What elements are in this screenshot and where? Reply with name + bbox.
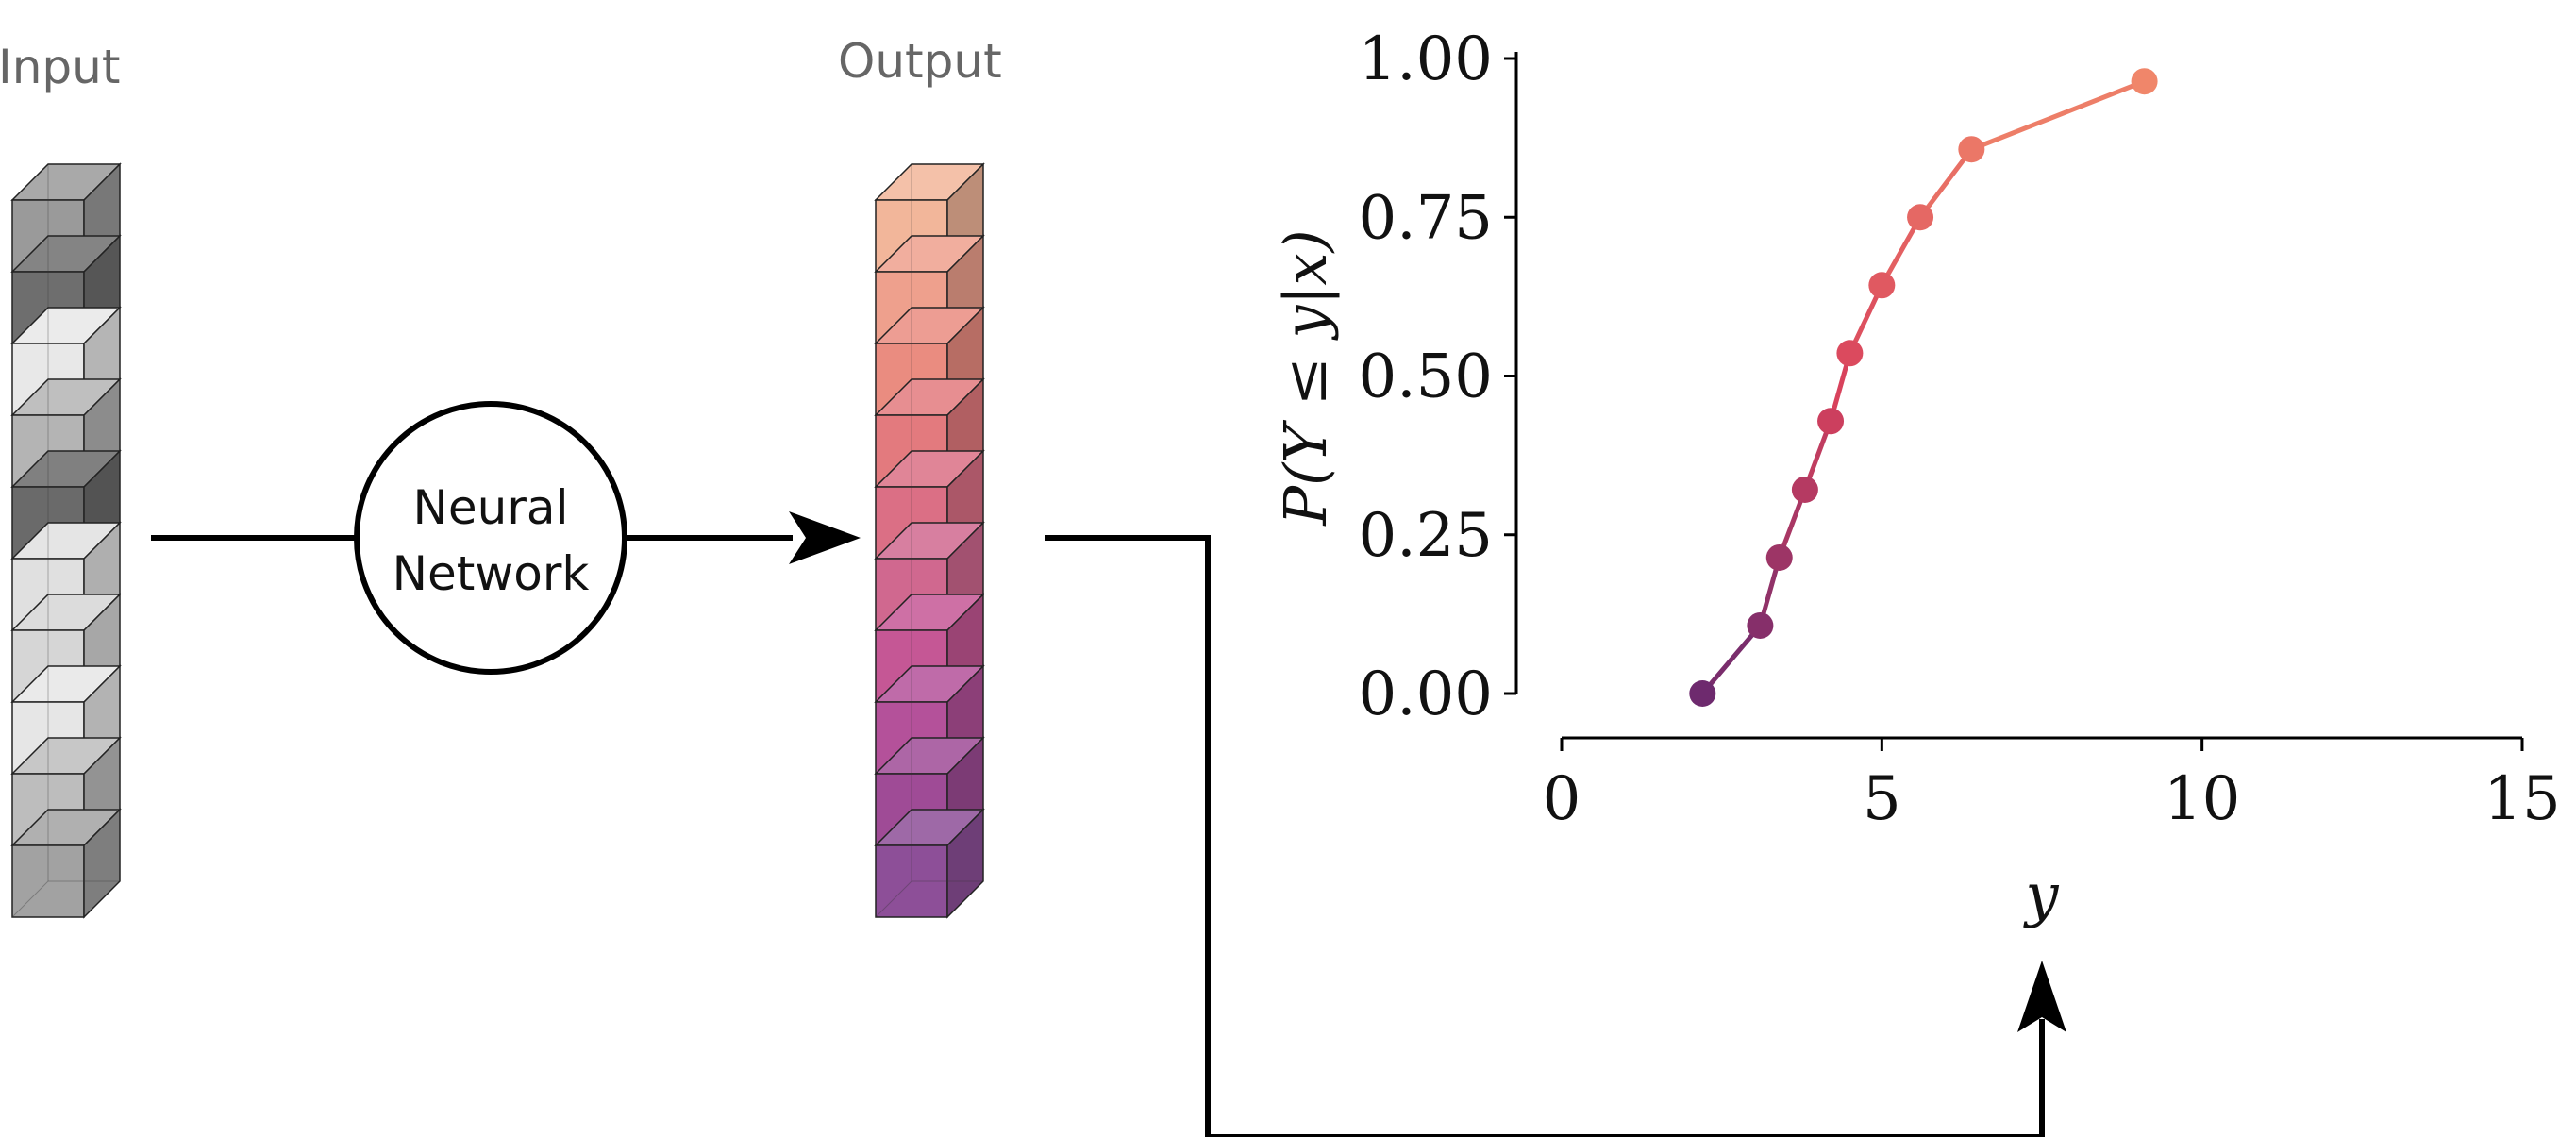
x-axis-label: y <box>2022 861 2059 929</box>
cdf-data-point <box>1765 543 1793 571</box>
neural-network-node <box>354 401 627 675</box>
y-tick-label: 0.75 <box>1359 183 1494 253</box>
y-tick-label: 0.00 <box>1359 660 1494 729</box>
cdf-line-segment <box>1699 623 1763 696</box>
y-tick-label: 0.25 <box>1359 501 1494 571</box>
cdf-series <box>1689 68 2158 707</box>
cdf-data-point <box>1868 272 1896 299</box>
cdf-line-segment <box>1917 146 1974 220</box>
cdf-data-point <box>1836 340 1864 367</box>
y-axis-label: P(Y ≤ y|x) <box>1271 229 1340 526</box>
x-tick-label: 15 <box>2484 764 2560 834</box>
y-tick-label: 0.50 <box>1359 343 1494 412</box>
connector-arrowhead <box>2017 961 2066 1032</box>
cdf-data-point <box>2131 68 2158 95</box>
x-tick-label: 10 <box>2164 764 2240 834</box>
cdf-data-point <box>1817 408 1845 435</box>
y-tick-label: 1.00 <box>1359 25 1494 94</box>
neural-network-label-line1: Neural <box>413 480 569 535</box>
output-vector-stack <box>874 162 985 919</box>
network-to-output-arrowhead <box>789 511 861 564</box>
cdf-data-point <box>1791 476 1818 503</box>
y-axis-ticks: 0.00 0.25 0.50 0.75 1.00 <box>1359 25 1516 729</box>
input-label: Input <box>0 40 120 94</box>
x-tick-label: 0 <box>1543 764 1581 834</box>
cdf-data-point <box>1689 680 1716 707</box>
output-to-chart-connector <box>1045 535 2045 1137</box>
x-tick-label: 5 <box>1863 764 1901 834</box>
cdf-data-point <box>1747 611 1774 639</box>
input-vector-stack <box>10 162 122 919</box>
cdf-chart: 0.00 0.25 0.50 0.75 1.00 0 5 10 15 y P(Y ≤ y|x) <box>1271 25 2561 929</box>
output-stack-cell <box>874 808 985 919</box>
neural-network-label-line2: Network <box>393 546 590 601</box>
cdf-data-point <box>1907 204 1934 231</box>
output-label: Output <box>838 34 1002 89</box>
cdf-data-point <box>1958 136 1985 163</box>
input-stack-cell <box>10 808 122 919</box>
x-axis-ticks: 0 5 10 15 <box>1543 738 2561 834</box>
cdf-line-segment <box>1968 78 2148 152</box>
